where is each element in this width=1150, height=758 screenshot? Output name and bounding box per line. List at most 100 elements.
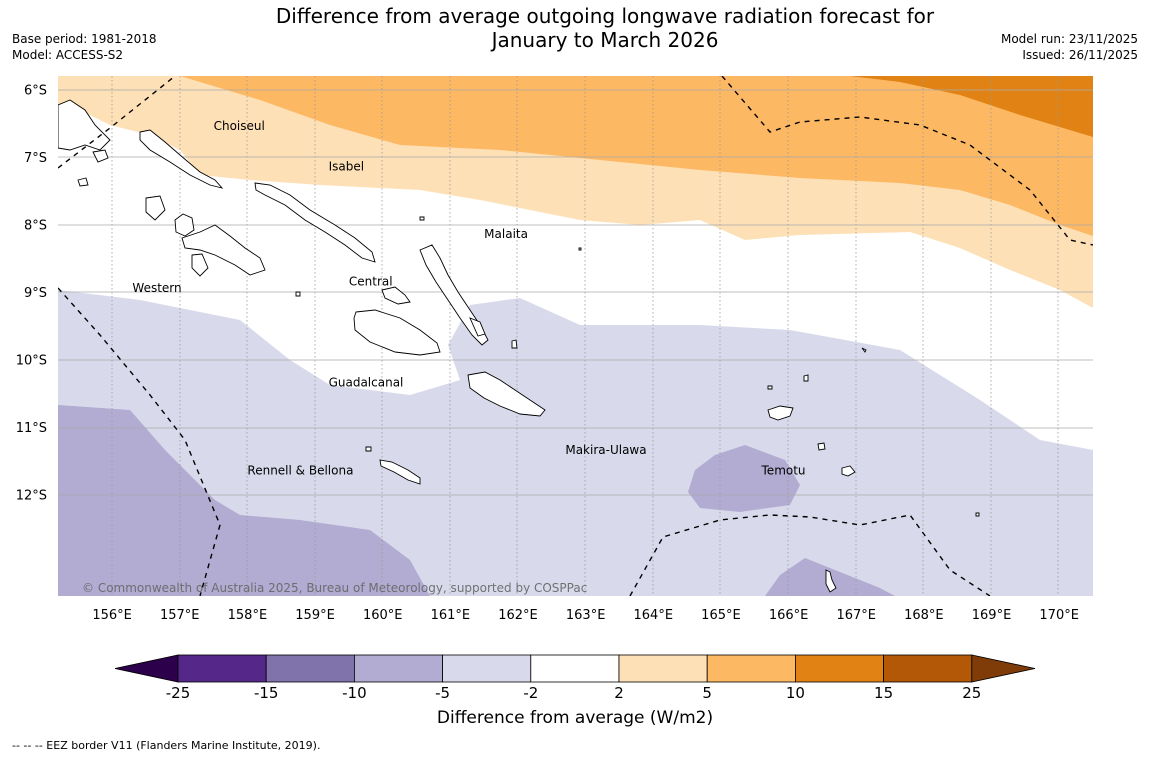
longitude-label: 162°E	[498, 608, 538, 623]
island-kolombangara	[174, 213, 195, 237]
colorbar-segment	[530, 654, 620, 683]
island-south-malaita	[469, 317, 486, 337]
meta-right: Model run: 23/11/2025 Issued: 26/11/2025	[1001, 31, 1138, 63]
colorbar-tick-label: 2	[614, 684, 624, 702]
latitude-label: 6°S	[24, 84, 47, 99]
colorbar-tick-label: 5	[702, 684, 712, 702]
region-labels: Choiseul Isabel Malaita Central Western Guada…	[132, 119, 805, 477]
base-period: Base period: 1981-2018	[12, 32, 157, 46]
longitude-label: 158°E	[228, 608, 268, 623]
latitude-label: 10°S	[16, 354, 47, 369]
island-isabel	[254, 182, 376, 263]
eez-border-east	[721, 76, 1093, 246]
colorbar-tick-label: -10	[342, 684, 367, 702]
region-label: Isabel	[329, 160, 364, 174]
colorbar-tick-label: -2	[523, 684, 539, 702]
model-run: Model run: 23/11/2025	[1000, 32, 1138, 46]
issued-date: Issued: 26/11/2025	[1022, 48, 1138, 62]
colorbar-segment	[883, 654, 973, 683]
title-line-2: January to March 2026	[491, 28, 719, 52]
colorbar-segment	[706, 654, 796, 683]
colorbar-segment	[265, 654, 355, 683]
colorbar-segment	[177, 654, 267, 683]
region-label: Central	[349, 274, 393, 288]
eez-border-png-west	[58, 287, 221, 596]
contour-fill-neg5-neg2	[58, 290, 1093, 596]
chart-title: Difference from average outgoing longwav…	[255, 4, 955, 52]
region-label: Western	[132, 281, 181, 295]
colorbar-tick-label: 10	[785, 684, 805, 702]
eez-legend-note: -- -- -- EEZ border V11 (Flanders Marine…	[12, 739, 321, 752]
title-line-1: Difference from average outgoing longwav…	[275, 4, 935, 28]
island-rendova	[191, 253, 209, 277]
island-makira	[467, 371, 546, 417]
island-anuta	[767, 385, 773, 390]
colorbar-segment	[795, 654, 885, 683]
colorbar-extend-high	[971, 654, 1036, 683]
island-reef-islands	[803, 374, 809, 382]
contour-fill-neg10-neg5-west	[58, 405, 430, 596]
longitude-labels: 156°E 157°E 158°E 159°E 160°E 161°E 162°E 163°E…	[92, 608, 1079, 623]
island-small-1	[419, 216, 425, 221]
colorbar-tick-label: 25	[962, 684, 982, 702]
colorbar-segment	[442, 654, 532, 683]
model-name: Model: ACCESS-S2	[12, 48, 124, 62]
latitude-label: 11°S	[16, 421, 47, 436]
longitude-label: 157°E	[160, 608, 200, 623]
latitude-label: 9°S	[24, 286, 47, 301]
island-duff	[861, 347, 867, 353]
region-label: Guadalcanal	[329, 376, 404, 390]
eez-border-png-north	[58, 76, 176, 169]
colorbar-tick-label: 15	[874, 684, 894, 702]
longitude-label: 165°E	[701, 608, 741, 623]
latitude-label: 7°S	[24, 151, 47, 166]
latitude-label: 8°S	[24, 219, 47, 234]
eez-border-south	[629, 514, 991, 596]
island-vella-lavella	[145, 195, 166, 221]
island-vanikoro	[841, 465, 856, 477]
longitude-label: 169°E	[972, 608, 1012, 623]
island-guadalcanal	[353, 309, 441, 356]
colorbar-extend-low	[114, 654, 179, 683]
island-ulawa	[511, 339, 518, 349]
region-label: Malaita	[484, 227, 528, 241]
longitude-label: 167°E	[836, 608, 876, 623]
longitude-label: 166°E	[769, 608, 809, 623]
longitude-label: 163°E	[566, 608, 606, 623]
latitude-labels: 6°S 7°S 8°S 9°S 10°S 11°S 12°S	[16, 84, 47, 504]
longitude-label: 160°E	[363, 608, 403, 623]
meta-left: Base period: 1981-2018 Model: ACCESS-S2	[12, 31, 157, 63]
colorbar-segment	[618, 654, 708, 683]
longitude-label: 156°E	[92, 608, 132, 623]
island-nggela	[381, 286, 411, 305]
island-treasury	[77, 177, 89, 187]
island-russell	[295, 291, 301, 297]
longitude-label: 170°E	[1039, 608, 1079, 623]
longitude-label: 161°E	[431, 608, 471, 623]
island-new-georgia	[181, 224, 266, 276]
region-label: Choiseul	[214, 119, 265, 133]
island-small-2	[578, 247, 582, 251]
longitude-label: 164°E	[634, 608, 674, 623]
colorbar-tick-label: -25	[165, 684, 191, 702]
island-santa-cruz	[767, 405, 794, 421]
contour-fill-10-15	[850, 76, 1093, 137]
colorbar-segment	[353, 654, 443, 683]
colorbar-tick-label: -15	[253, 684, 279, 702]
island-shortland	[92, 149, 109, 163]
latitude-label: 12°S	[16, 489, 47, 504]
colorbar-tick-label: -5	[435, 684, 451, 702]
region-label: Makira-Ulawa	[565, 443, 646, 457]
island-rennell	[379, 459, 421, 485]
contour-fill-5-10	[180, 76, 1093, 236]
eez-borders	[58, 76, 1093, 596]
island-choiseul	[139, 129, 224, 189]
island-utupua	[817, 442, 826, 451]
parallels	[58, 89, 1093, 496]
region-label: Rennell & Bellona	[247, 463, 353, 477]
islands	[58, 99, 980, 593]
island-tikopia	[975, 512, 980, 517]
island-bougainville	[58, 99, 111, 151]
longitude-label: 168°E	[904, 608, 944, 623]
